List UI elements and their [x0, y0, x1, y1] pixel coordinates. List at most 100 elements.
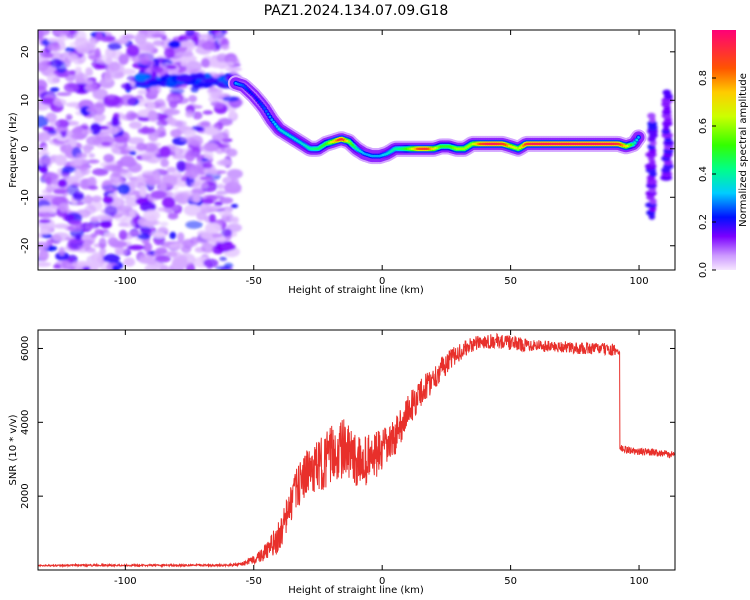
spectrogram-noise-blob	[126, 44, 140, 57]
spectrogram-track-point	[554, 142, 558, 146]
spectrogram-noise-blob	[148, 90, 158, 96]
spectrogram-noise-blob	[174, 194, 185, 202]
spectrogram-noise-blob	[66, 175, 82, 188]
spectrogram-noise-blob	[154, 98, 166, 107]
spectrogram-noise-blob	[224, 262, 234, 269]
colorbar-ticks: 0.0 0.2 0.4 0.6 0.8	[698, 70, 716, 278]
spectrogram-track-point	[631, 142, 635, 146]
spectrogram-track-point	[347, 140, 351, 144]
spectrogram-track-point	[572, 142, 576, 146]
spectrogram-noise-blob	[38, 115, 49, 128]
spectrogram-noise-blob	[230, 203, 239, 209]
spectrogram-track-point	[549, 142, 552, 146]
spectrogram-track-point	[428, 147, 432, 151]
spectrogram-noise-blob	[45, 176, 52, 186]
spectrogram-noise-blob	[220, 228, 232, 237]
spectrogram-noise-blob	[179, 40, 196, 48]
snr-x-axis-label: Height of straight line (km)	[288, 585, 424, 596]
spectrogram-track-point	[586, 142, 590, 146]
spectrogram-track-point	[497, 142, 500, 146]
spectrogram-noise-blob	[61, 166, 77, 173]
spectrogram-noise-blob	[215, 190, 229, 195]
spectrogram-noise-blob	[117, 222, 130, 227]
spectrogram-track-point	[527, 142, 531, 146]
spectrogram-noise-blob	[226, 169, 243, 179]
spectrogram-track-point	[603, 142, 606, 146]
spectrogram-noise-blob	[99, 35, 116, 42]
spectrogram-noise-blob	[156, 119, 168, 127]
spectrogram-noise-blob	[55, 119, 70, 129]
spectrogram-streak-blob	[663, 140, 675, 146]
spectrogram-track-point	[550, 142, 554, 146]
y-tick-label: 4000	[20, 410, 31, 435]
spectrogram-track-point	[245, 87, 248, 90]
spectrogram-track-point	[633, 141, 637, 144]
spectrogram-track-point	[371, 154, 374, 158]
spectrogram-noise-blob	[141, 151, 156, 162]
spectrogram-noise-blob	[139, 253, 154, 262]
spectrogram-track-point	[419, 147, 423, 151]
spectrogram-track-point	[261, 104, 265, 108]
spectrogram-noise-blob	[53, 223, 70, 229]
spectrogram-noise-blob	[47, 37, 62, 42]
colorbar-tick-label: 0.8	[698, 70, 709, 86]
spectrogram-noise-blob	[92, 88, 108, 100]
spectrogram-edge-streaks	[644, 89, 675, 220]
spectrogram-noise-blob	[216, 159, 233, 166]
spectrogram-track-point	[491, 142, 495, 146]
spectrogram-noise-blob	[82, 144, 92, 154]
spectrogram-noise-blob	[200, 232, 213, 240]
spectrogram-signal-track	[227, 75, 647, 165]
x-tick-label: 100	[629, 276, 648, 287]
spectrogram-track-point	[263, 107, 266, 110]
spectrogram-noise-blob	[46, 72, 58, 85]
spectrogram-noise-blob	[206, 238, 216, 243]
spectrogram-noise-blob	[185, 220, 203, 229]
spectrogram-track-point	[559, 142, 563, 146]
spectrogram-noise-blob	[100, 220, 112, 229]
spectrogram-noise-blob	[113, 210, 128, 222]
spectrogram-noise-blob	[211, 91, 220, 100]
spectrogram-noise-blob	[134, 33, 147, 45]
spectrogram-noise-blob	[125, 171, 133, 180]
spectrogram-noise-blob	[226, 61, 235, 67]
spectrogram-noise-blob	[74, 30, 87, 42]
spectrogram-noise-blob	[91, 195, 103, 203]
colorbar-tick-label: 0.6	[698, 118, 709, 134]
spectrogram-track-point	[459, 147, 462, 151]
spectrogram-streak-blob	[662, 89, 672, 96]
spectrogram-noise-blob	[58, 202, 69, 213]
spectrogram-noise-blob	[203, 142, 220, 152]
spectrogram-noise-blob	[225, 67, 242, 72]
spectrogram-noise-blob	[103, 253, 120, 263]
spectrogram-noise-blob	[39, 205, 52, 212]
spectrogram-noise-blob	[119, 94, 137, 106]
spectrogram-track-point	[412, 147, 416, 151]
spectrogram-noise-blob	[38, 55, 49, 65]
spectrogram-noise-blob	[96, 54, 113, 65]
spectrogram-noise-blob	[99, 247, 107, 256]
spectrogram-noise-blob	[69, 159, 83, 168]
spectrogram-noise-blob	[119, 35, 130, 41]
spectrogram-noise-band-blob	[176, 74, 193, 83]
spectrogram-noise-blob	[125, 145, 138, 152]
spectrogram-noise-blob	[176, 160, 186, 173]
spectrogram-noise-blob	[40, 157, 56, 165]
spectrogram-noise-blob	[102, 195, 114, 205]
spectrogram-noise-blob	[151, 33, 165, 38]
spectrogram-track-point	[585, 142, 588, 146]
spectrogram-noise-blob	[221, 243, 236, 251]
x-tick-label: 0	[379, 576, 385, 587]
spectrogram-track-point	[486, 142, 489, 146]
spectrogram-noise-blob	[165, 117, 178, 125]
spectrogram-noise-blob	[179, 136, 195, 142]
spectrogram-noise-blob	[201, 58, 210, 68]
snr-frame	[37, 329, 676, 571]
spectrogram-track-point	[594, 142, 597, 146]
spectrogram-track-point	[266, 112, 270, 116]
spectrogram-noise-blob	[67, 224, 83, 232]
spectrogram-noise-blob	[189, 236, 200, 245]
spectrogram-track-point	[590, 142, 594, 146]
spectrogram-noise-blob	[167, 250, 178, 258]
spectrogram-noise-blob	[162, 196, 176, 209]
